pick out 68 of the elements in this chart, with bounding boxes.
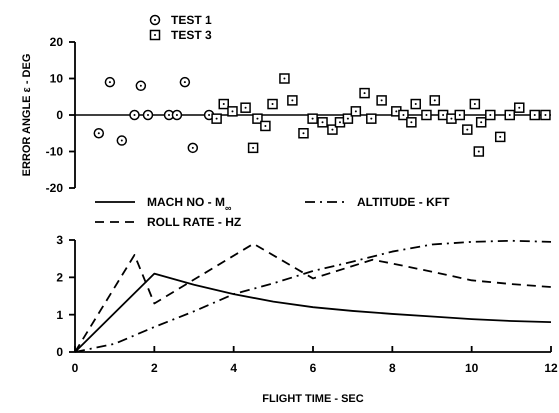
point [279,73,290,84]
point [188,142,198,154]
point [218,98,229,110]
point [248,142,258,154]
point [252,113,263,124]
point [462,124,473,135]
point [342,113,354,124]
point [485,110,496,120]
point [514,102,525,113]
point [504,110,515,120]
y-tick-label: 10 [50,72,64,86]
point [116,135,128,146]
point [529,110,540,120]
legend-label: ROLL RATE - HZ [147,215,242,230]
point [376,95,387,106]
point [398,110,409,120]
point [446,113,457,124]
point [421,110,432,120]
x-tick-label: 12 [544,361,558,375]
point [327,124,338,135]
point [287,95,298,106]
point [454,110,466,120]
point [172,110,182,120]
point [136,80,146,92]
x-tick-label: 4 [230,361,238,375]
x-axis-title: FLIGHT TIME - SEC [262,393,364,405]
point [366,113,377,124]
y-tick-label: -10 [46,144,64,159]
y-tick-label: 1 [56,308,64,322]
y-tick-label: 3 [56,233,64,248]
point [260,120,271,132]
point [104,76,116,88]
legend-label: ALTITUDE - KFT [357,195,450,210]
point [474,146,484,157]
y-tick-label: 2 [56,270,64,285]
point [129,110,140,120]
point [406,117,417,128]
point [298,128,309,138]
point [359,88,370,98]
point [476,117,486,128]
point [350,106,362,117]
x-tick-label: 6 [310,361,317,375]
point [142,110,154,120]
point [307,113,318,124]
legend-label: MACH NO - M$_{∞}$ [147,195,232,214]
point [94,128,104,138]
y-tick-label: 0 [56,345,64,360]
point [430,95,440,106]
point [240,102,251,113]
point [410,98,421,110]
y-axis-title: ERROR ANGLE ε - DEG [21,54,33,176]
point [540,110,551,120]
point [180,76,190,88]
legend-label: TEST 1 [171,13,212,28]
x-tick-label: 10 [464,361,479,375]
y-tick-label: -20 [46,181,64,196]
y-tick-label: 20 [50,35,64,50]
point [267,98,278,110]
x-tick-label: 2 [150,361,158,375]
point [494,132,506,142]
x-tick-label: 0 [72,361,79,375]
point [470,98,480,110]
point [211,113,222,124]
y-tick-label: 0 [56,108,64,122]
x-tick-label: 8 [388,361,396,375]
point [227,106,238,117]
point [317,117,328,128]
legend-label: TEST 3 [171,28,212,42]
